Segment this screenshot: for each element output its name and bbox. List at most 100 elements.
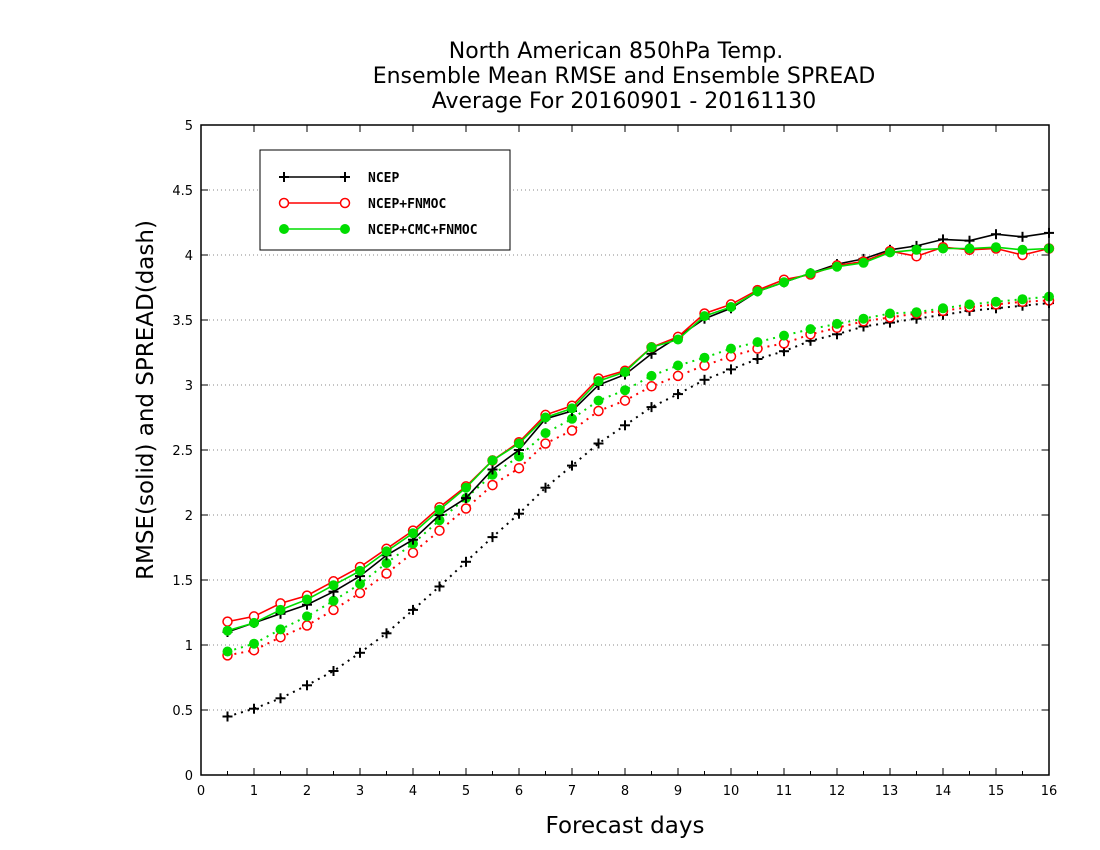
point-ncep-spread	[249, 703, 259, 714]
point-ncep-spread	[593, 438, 604, 449]
point-ncep-spread	[673, 389, 683, 400]
point-ncep-cmc-fnmoc-rmse	[805, 268, 816, 279]
point-ncep-rmse	[1017, 231, 1028, 242]
x-tick-label: 4	[409, 784, 417, 799]
point-ncep-cmc-fnmoc-spread	[991, 296, 1001, 307]
y-tick-label: 4	[185, 249, 193, 264]
point-ncep-cmc-fnmoc-rmse	[991, 242, 1001, 253]
point-ncep-cmc-fnmoc-spread	[938, 303, 948, 314]
point-ncep-cmc-fnmoc-rmse	[275, 604, 286, 615]
y-tick-label: 3.5	[172, 314, 193, 329]
point-ncep-fnmoc-rmse	[222, 616, 233, 627]
series-ncep-rmse	[222, 227, 1054, 637]
point-ncep-cmc-fnmoc-spread	[593, 395, 604, 406]
point-ncep-fnmoc-spread	[593, 405, 604, 417]
x-tick-label: 14	[935, 784, 952, 799]
point-ncep-cmc-fnmoc-spread	[858, 313, 869, 324]
point-ncep-spread	[355, 647, 365, 658]
point-ncep-cmc-fnmoc-rmse	[222, 625, 233, 636]
legend-marker	[279, 224, 289, 234]
x-tick-label: 0	[197, 784, 205, 799]
point-ncep-cmc-fnmoc-spread	[726, 343, 736, 354]
point-ncep-cmc-fnmoc-rmse	[540, 412, 551, 423]
point-ncep-cmc-fnmoc-spread	[673, 360, 683, 371]
point-ncep-spread	[461, 556, 471, 567]
point-ncep-cmc-fnmoc-spread	[275, 624, 286, 635]
x-axis-label: Forecast days	[546, 813, 705, 839]
point-ncep-cmc-fnmoc-spread	[222, 646, 233, 657]
x-tick-label: 12	[829, 784, 846, 799]
point-ncep-cmc-fnmoc-spread	[805, 324, 816, 335]
title-line-1: North American 850hPa Temp.	[449, 39, 784, 64]
point-ncep-spread	[408, 604, 418, 615]
legend-label: NCEP	[368, 171, 399, 186]
point-ncep-cmc-fnmoc-spread	[620, 385, 630, 396]
point-ncep-cmc-fnmoc-rmse	[938, 243, 948, 254]
point-ncep-cmc-fnmoc-rmse	[832, 261, 842, 272]
series-ncep-cmc-fnmoc-rmse	[222, 242, 1054, 636]
x-tick-label: 6	[515, 784, 523, 799]
point-ncep-cmc-fnmoc-rmse	[620, 367, 630, 377]
legend-entry-ncep: NCEP	[279, 171, 399, 186]
point-ncep-rmse	[461, 493, 471, 504]
legend-label: NCEP+CMC+FNMOC	[368, 223, 478, 238]
point-ncep-fnmoc-spread	[407, 547, 419, 558]
y-tick-label: 5	[185, 119, 193, 134]
legend: NCEP NCEP+FNMOC NCEP+CMC+FNMOC	[259, 149, 511, 251]
legend-marker	[340, 172, 350, 182]
series-ncep-fnmoc-spread	[222, 295, 1055, 661]
x-tick-label: 15	[988, 784, 1005, 799]
y-tick-label: 3	[185, 379, 193, 394]
y-tick-label: 1	[185, 639, 193, 654]
point-ncep-fnmoc-spread	[434, 525, 445, 536]
point-ncep-cmc-fnmoc-rmse	[567, 403, 577, 414]
point-ncep-spread	[222, 711, 233, 722]
point-ncep-cmc-fnmoc-rmse	[779, 277, 789, 288]
point-ncep-spread	[328, 666, 339, 676]
point-ncep-cmc-fnmoc-rmse	[673, 334, 683, 345]
y-tick-label: 0.5	[172, 704, 193, 719]
line-ncep-cmc-fnmoc-spread	[227, 295, 1050, 653]
legend-marker	[279, 172, 289, 182]
point-ncep-cmc-fnmoc-rmse	[858, 257, 869, 268]
point-ncep-cmc-fnmoc-spread	[302, 611, 312, 622]
point-ncep-cmc-fnmoc-spread	[885, 308, 895, 319]
point-ncep-spread	[699, 374, 710, 385]
point-ncep-cmc-fnmoc-rmse	[593, 376, 604, 387]
point-ncep-fnmoc-spread	[619, 395, 631, 406]
point-ncep-cmc-fnmoc-spread	[964, 299, 975, 310]
point-ncep-cmc-fnmoc-rmse	[514, 438, 524, 449]
legend-marker	[278, 197, 290, 209]
y-tick-label: 4.5	[172, 184, 193, 199]
point-ncep-fnmoc-spread	[646, 381, 657, 392]
point-ncep-fnmoc-spread	[354, 587, 366, 599]
point-ncep-spread	[434, 581, 445, 592]
point-ncep-spread	[381, 628, 392, 639]
point-ncep-cmc-fnmoc-spread	[911, 307, 922, 318]
x-tick-label: 9	[674, 784, 682, 799]
series-ncep-fnmoc-rmse	[222, 241, 1055, 627]
point-ncep-cmc-fnmoc-spread	[249, 638, 259, 649]
legend-box	[259, 149, 511, 251]
point-ncep-spread	[752, 354, 763, 364]
point-ncep-spread	[726, 364, 736, 375]
x-tick-label: 8	[621, 784, 629, 799]
legend-entries: NCEP NCEP+FNMOC NCEP+CMC+FNMOC	[278, 171, 478, 238]
line-ncep-fnmoc-spread	[227, 299, 1050, 657]
y-axis-label: RMSE(solid) and SPREAD(dash)	[133, 220, 159, 580]
point-ncep-rmse	[487, 464, 498, 475]
point-ncep-cmc-fnmoc-rmse	[434, 504, 445, 515]
data-series	[222, 227, 1055, 722]
point-ncep-cmc-fnmoc-rmse	[646, 342, 657, 353]
title-line-3: Average For 20160901 - 20161130	[432, 89, 817, 114]
point-ncep-spread	[302, 680, 312, 691]
point-ncep-cmc-fnmoc-rmse	[726, 302, 736, 312]
point-ncep-rmse	[991, 229, 1001, 240]
point-ncep-cmc-fnmoc-rmse	[249, 617, 259, 628]
legend-entry-ncep-fnmoc: NCEP+FNMOC	[278, 197, 446, 212]
x-tick-label: 3	[356, 784, 364, 799]
point-ncep-cmc-fnmoc-spread	[832, 318, 842, 329]
line-ncep-cmc-fnmoc-rmse	[227, 246, 1050, 632]
point-ncep-cmc-fnmoc-spread	[752, 337, 763, 348]
point-ncep-fnmoc-spread	[381, 568, 392, 579]
